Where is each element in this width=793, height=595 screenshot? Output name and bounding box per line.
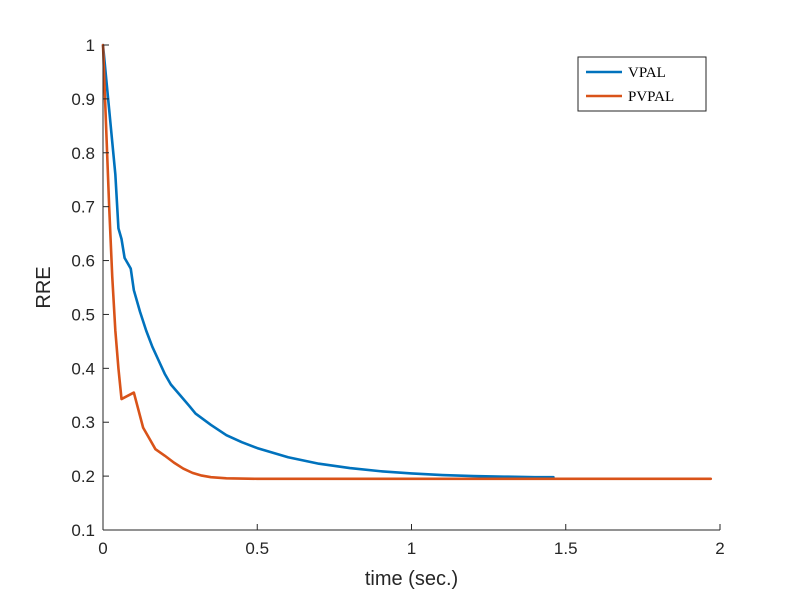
legend-label-pvpal: PVPAL [628,89,674,105]
y-tick-label: 0.9 [71,90,95,109]
y-tick-label: 0.4 [71,359,95,378]
x-tick-label: 2 [715,539,724,558]
y-tick-label: 0.2 [71,467,95,486]
y-tick-label: 0.1 [71,521,95,540]
x-tick-label: 1.5 [554,539,578,558]
legend-box [577,56,707,112]
y-tick-label: 0.5 [71,305,95,324]
series-line-pvpal [101,43,713,481]
x-tick-label: 1 [407,539,416,558]
y-tick-label: 0.3 [71,413,95,432]
y-axis-title: RRE [33,266,55,308]
series-layer [101,43,713,481]
y-tick-label: 0.8 [71,144,95,163]
x-tick-label: 0 [98,539,107,558]
legend: VPAL PVPAL [577,56,707,112]
axes-layer [102,45,720,531]
y-tick-label: 0.7 [71,198,95,217]
series-line-vpal [101,43,555,479]
legend-label-vpal: VPAL [628,65,666,81]
ticks-layer: 0 0.5 1 1.5 2 0.1 0.2 0.3 0.4 0.5 0.6 0.7 0.8 0.9 1 [71,36,724,558]
x-axis-title: time (sec.) [365,568,458,590]
y-tick-label: 0.6 [71,252,95,271]
x-tick-label: 0.5 [245,539,269,558]
y-tick-label: 1 [86,36,95,55]
